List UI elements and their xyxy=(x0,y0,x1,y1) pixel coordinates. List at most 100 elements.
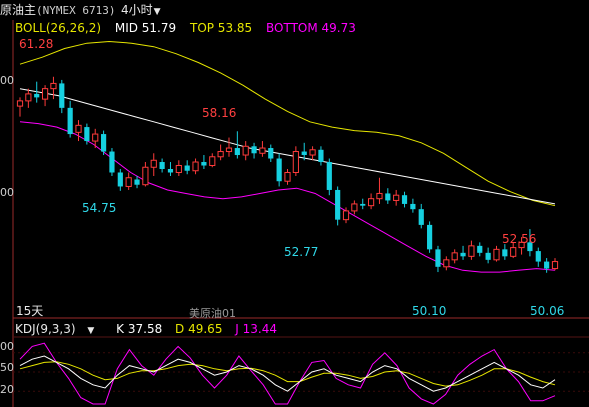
boll-mid-line xyxy=(19,88,556,205)
candle-body-down xyxy=(477,245,483,253)
candle-body-down xyxy=(159,162,165,169)
kdj-k: K 37.58 xyxy=(116,322,163,336)
low-label-2: 52.77 xyxy=(284,245,319,259)
candle-body-down xyxy=(460,252,466,257)
candle-body-down xyxy=(276,158,282,182)
kdj-name-text: KDJ(9,3,3) xyxy=(15,322,76,336)
candle-body-down xyxy=(418,209,424,225)
candle-body-up xyxy=(451,252,458,261)
boll-legend: BOLL(26,26,2) MID 51.79 TOP 53.85 BOTTOM… xyxy=(15,20,366,36)
candle-body-up xyxy=(551,261,559,270)
kdj-k-line xyxy=(19,355,556,392)
candle-body-up xyxy=(41,88,49,100)
candle-body-up xyxy=(75,124,82,133)
contract-label: 美原油01 xyxy=(189,307,236,320)
low-label-4: 50.06 xyxy=(530,304,565,318)
candle-body-down xyxy=(435,249,441,267)
candle-body-down xyxy=(134,179,140,185)
kdj-axis-label-2: 50 xyxy=(0,361,14,374)
kdj-j-line xyxy=(19,342,556,405)
candle-body-up xyxy=(209,156,216,167)
high-label-3: 52.56 xyxy=(502,232,537,246)
candle-body-up xyxy=(142,166,149,186)
candle-body-down xyxy=(34,93,40,98)
candle-body-up xyxy=(342,210,350,221)
time-span-label: 15天 xyxy=(16,304,44,318)
candle-body-down xyxy=(485,252,491,260)
candle-body-up xyxy=(125,177,132,187)
low-label-1: 54.75 xyxy=(82,201,117,215)
y-axis-label-2: 00 xyxy=(0,186,14,199)
candle-body-down xyxy=(234,148,240,156)
candle-body-down xyxy=(184,165,190,171)
boll-mid: MID 51.79 xyxy=(114,21,177,35)
period-label: 4小时 xyxy=(121,3,153,17)
kdj-name[interactable]: KDJ(9,3,3) ▼ xyxy=(15,322,103,336)
candle-body-down xyxy=(401,195,408,204)
candle-body-up xyxy=(292,151,299,173)
candle-body-down xyxy=(117,172,123,187)
candle-body-up xyxy=(150,159,157,168)
candle-body-down xyxy=(544,261,550,269)
high-label-1: 61.28 xyxy=(19,37,54,51)
candle-body-down xyxy=(201,162,207,166)
chevron-down-icon: ▼ xyxy=(84,326,95,336)
candle-body-down xyxy=(318,149,324,163)
candle-body-up xyxy=(510,247,517,257)
candle-body-up xyxy=(92,133,99,142)
candle-body-down xyxy=(385,193,391,201)
instrument-title: 原油主 xyxy=(0,3,37,17)
candle-body-up xyxy=(175,165,182,173)
candle-body-up xyxy=(468,245,475,257)
candle-body-up xyxy=(309,149,316,156)
candle-body-up xyxy=(518,241,525,249)
candle-body-up xyxy=(50,82,57,90)
period-selector[interactable]: 4小时▼ xyxy=(121,0,161,22)
candle-body-up xyxy=(16,100,24,107)
high-label-2: 58.16 xyxy=(202,106,237,120)
candle-body-down xyxy=(101,134,107,152)
candle-body-up xyxy=(493,248,500,261)
candle-body-down xyxy=(335,189,341,220)
kdj-d: D 49.65 xyxy=(175,322,223,336)
candle-body-up xyxy=(393,194,400,201)
candle-body-down xyxy=(109,151,115,173)
kdj-d-line xyxy=(19,361,556,387)
boll-top-line xyxy=(19,40,556,207)
top-bar: 原油主(NYMEX 6713) 4小时▼ xyxy=(0,0,589,20)
candle-body-down xyxy=(502,249,508,257)
candle-body-up xyxy=(192,161,199,172)
candle-body-up xyxy=(368,198,375,207)
kdj-legend: KDJ(9,3,3) ▼ K 37.58 D 49.65 J 13.44 xyxy=(15,321,286,337)
candle-body-down xyxy=(360,203,366,206)
candle-body-down xyxy=(251,146,257,154)
boll-bottom-line xyxy=(19,121,556,273)
candle-body-down xyxy=(67,107,73,135)
boll-name[interactable]: BOLL(26,26,2) xyxy=(15,21,102,35)
kdj-j: J 13.44 xyxy=(235,322,278,336)
candle-body-up xyxy=(225,147,233,153)
low-label-3: 50.10 xyxy=(412,304,447,318)
boll-bottom: BOTTOM 49.73 xyxy=(266,21,356,35)
candle-body-down xyxy=(410,203,416,210)
candle-body-up xyxy=(259,147,266,154)
candle-body-up xyxy=(217,151,224,158)
boll-top: TOP 53.85 xyxy=(189,21,253,35)
candle-body-down xyxy=(427,224,433,250)
kdj-axis-label-1: 00 xyxy=(0,340,14,353)
candle-body-up xyxy=(376,192,383,200)
candle-body-down xyxy=(535,251,541,262)
chevron-down-icon: ▼ xyxy=(153,7,161,17)
candle-body-up xyxy=(351,203,358,212)
exchange-code: (NYMEX 6713) xyxy=(36,4,116,17)
y-axis-label-1: 00 xyxy=(0,74,14,87)
candle-body-down xyxy=(84,127,90,142)
candle-body-down xyxy=(301,151,307,156)
candle-body-down xyxy=(167,169,174,173)
candle-body-up xyxy=(443,259,450,268)
candle-body-down xyxy=(527,242,533,252)
candle-body-up xyxy=(242,145,249,156)
candle-body-down xyxy=(326,162,332,190)
candle-body-down xyxy=(59,83,65,108)
